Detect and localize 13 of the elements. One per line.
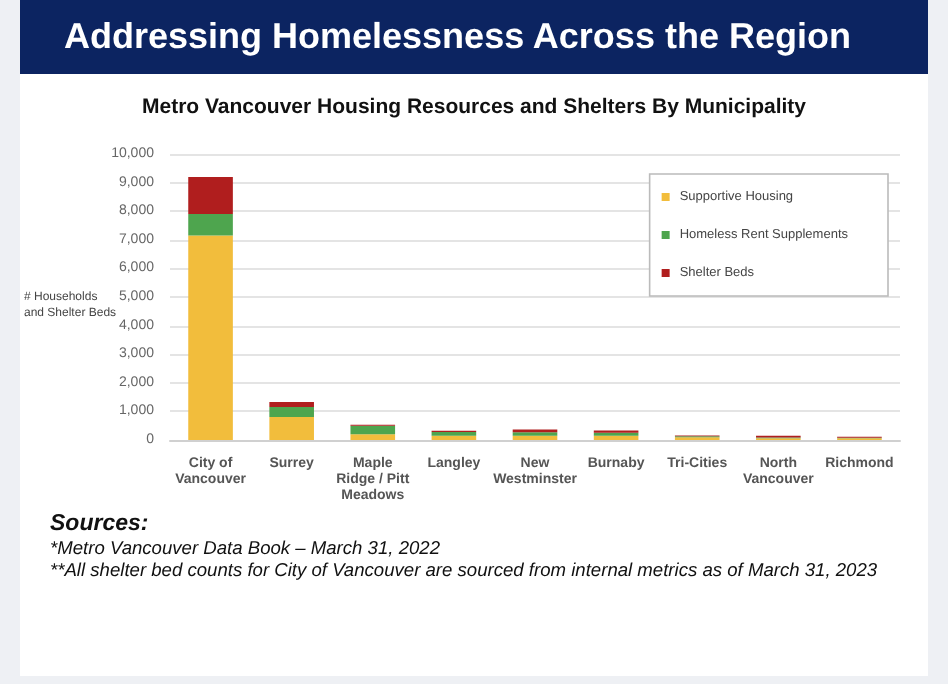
chart-subtitle: Metro Vancouver Housing Resources and Shelters By Municipality [141,95,807,119]
bar [188,235,233,440]
bar [269,407,314,418]
bar [188,176,233,215]
text: *Metro Vancouver Data Book – March 31, 2022 [50,538,442,560]
bar [188,214,233,236]
text: **All shelter bed counts for City of Vancouver are sourced from internal metrics as of March 31, 2023 [50,560,878,582]
bar [350,425,396,435]
bar [350,434,396,440]
chart-title: Addressing Homelessness Across the Region [20,0,928,74]
bar [269,417,314,440]
bar [269,401,314,408]
source-note: Sources: [50,512,151,538]
